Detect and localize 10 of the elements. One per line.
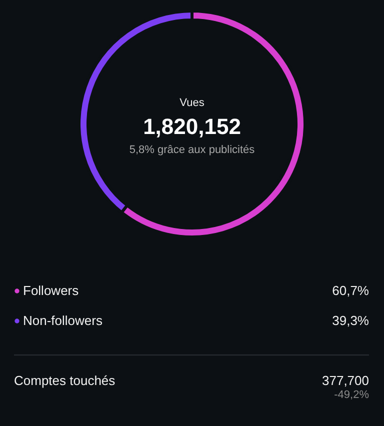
- text: 1,820,152: [143, 114, 241, 139]
- legend-label: Followers: [23, 283, 80, 298]
- text: 377,700: [322, 373, 369, 388]
- text: 5,8% grâce aux publicités: [129, 144, 256, 156]
- data-label: 60,7%: [332, 283, 370, 298]
- text: Vues: [180, 97, 205, 109]
- legend-label: Non-followers: [23, 313, 103, 328]
- text: -49,2%: [334, 389, 370, 401]
- data-label: 39,3%: [332, 313, 370, 328]
- text: Comptes touchés: [14, 373, 116, 388]
